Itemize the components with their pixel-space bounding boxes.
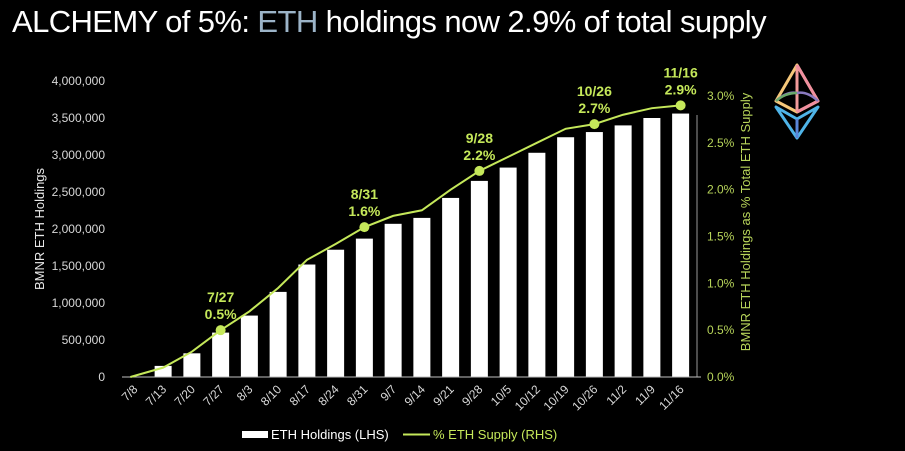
x-tick-label: 9/7 [378,382,400,404]
annotation-marker [589,119,600,130]
title-prefix: ALCHEMY of 5%: [12,4,258,39]
legend-bar-swatch [242,431,268,438]
x-tick-label: 11/9 [632,382,658,408]
annotation-markers: 7/270.5% 8/311.6% 9/282.2% 10/262.7% 11/162.… [205,64,698,336]
bar [585,132,603,377]
annotation-marker [215,325,226,336]
legend: ETH Holdings (LHS) % ETH Supply (RHS) [242,427,557,442]
title-suffix: holdings now 2.9% of total supply [317,4,767,39]
x-tick-label: 9/28 [459,382,486,409]
annotation-date: 10/26 [577,83,612,99]
y2-tick-label: 1.5% [707,230,735,244]
annotation-value: 2.9% [665,81,697,97]
y-tick-label: 3,500,000 [52,111,106,125]
annotation-marker [359,222,370,233]
x-tick-label: 7/8 [119,382,141,404]
x-tick-label: 8/31 [344,382,371,409]
bar [442,197,460,377]
bar-series [154,113,690,378]
bar [355,238,373,377]
bar [643,118,661,377]
x-tick-label: 8/24 [315,382,342,409]
annotation-date: 9/28 [466,130,493,146]
annotation-value: 0.5% [205,306,237,322]
y2-tick-label: 0.5% [707,323,735,337]
y-tick-label: 0 [98,370,105,384]
y-tick-label: 4,000,000 [52,74,106,88]
x-tick-label: 9/21 [430,382,457,409]
annotation-marker [474,165,485,176]
x-tick-label: 8/17 [287,382,314,409]
bar [614,125,632,378]
x-tick-label: 7/20 [172,382,199,409]
x-tick-label: 11/16 [656,382,687,413]
y-tick-label: 3,000,000 [52,148,106,162]
bar [499,167,517,377]
annotation-date: 7/27 [207,289,234,305]
right-axis: 0.0% 0.5% 1.0% 1.5% 2.0% 2.5% 3.0% [707,89,735,384]
y-axis-title: BMNR ETH Holdings [32,167,47,290]
bar [154,365,172,377]
bar [240,315,258,377]
x-tick-label: 11/2 [603,382,629,408]
chart-title: ALCHEMY of 5%: ETH holdings now 2.9% of … [12,4,767,40]
legend-bar-label: ETH Holdings (LHS) [271,427,389,442]
x-tick-label: 10/12 [512,382,543,413]
y2-tick-label: 3.0% [707,89,735,103]
y2-tick-label: 0.0% [707,370,735,384]
x-tick-label: 8/3 [234,382,256,404]
x-tick-label: 8/10 [258,382,285,409]
y2-tick-label: 2.0% [707,183,735,197]
annotation-value: 2.7% [578,100,610,116]
bar [269,291,287,377]
bar [384,223,402,377]
x-axis-labels: 7/8 7/13 7/20 7/27 8/3 8/10 8/17 8/24 8/31 9/7 9/1… [119,382,687,413]
bar [672,113,690,377]
x-tick-label: 10/26 [569,382,600,413]
title-highlight: ETH [257,4,318,39]
bar [327,249,345,377]
bar [557,137,575,377]
y2-axis-title: BMNR ETH Holdings as % Total ETH Supply [738,92,753,351]
y-tick-label: 1,000,000 [52,296,106,310]
y-tick-label: 2,500,000 [52,185,106,199]
bar [470,180,488,377]
x-tick-label: 7/13 [143,382,170,409]
bar [413,217,431,377]
x-tick-label: 7/27 [200,382,227,409]
x-tick-label: 10/19 [541,382,572,413]
annotation-date: 11/16 [663,64,697,80]
bar [298,264,316,377]
x-tick-label: 10/5 [488,382,515,409]
annotation-value: 2.2% [463,147,495,163]
annotation-date: 8/31 [351,186,378,202]
y2-tick-label: 2.5% [707,136,735,150]
y-tick-label: 2,000,000 [52,222,106,236]
annotation-value: 1.6% [348,203,380,219]
bar [528,152,546,377]
y-tick-label: 500,000 [62,333,106,347]
left-axis: 0 500,000 1,000,000 1,500,000 2,000,000 2,500… [52,74,106,384]
ethereum-icon [774,63,820,140]
y2-tick-label: 1.0% [707,276,735,290]
y-tick-label: 1,500,000 [52,259,106,273]
bar [212,332,230,377]
bar [183,353,201,377]
legend-line-label: % ETH Supply (RHS) [433,427,557,442]
x-tick-label: 9/14 [402,382,429,409]
annotation-marker [675,100,686,111]
